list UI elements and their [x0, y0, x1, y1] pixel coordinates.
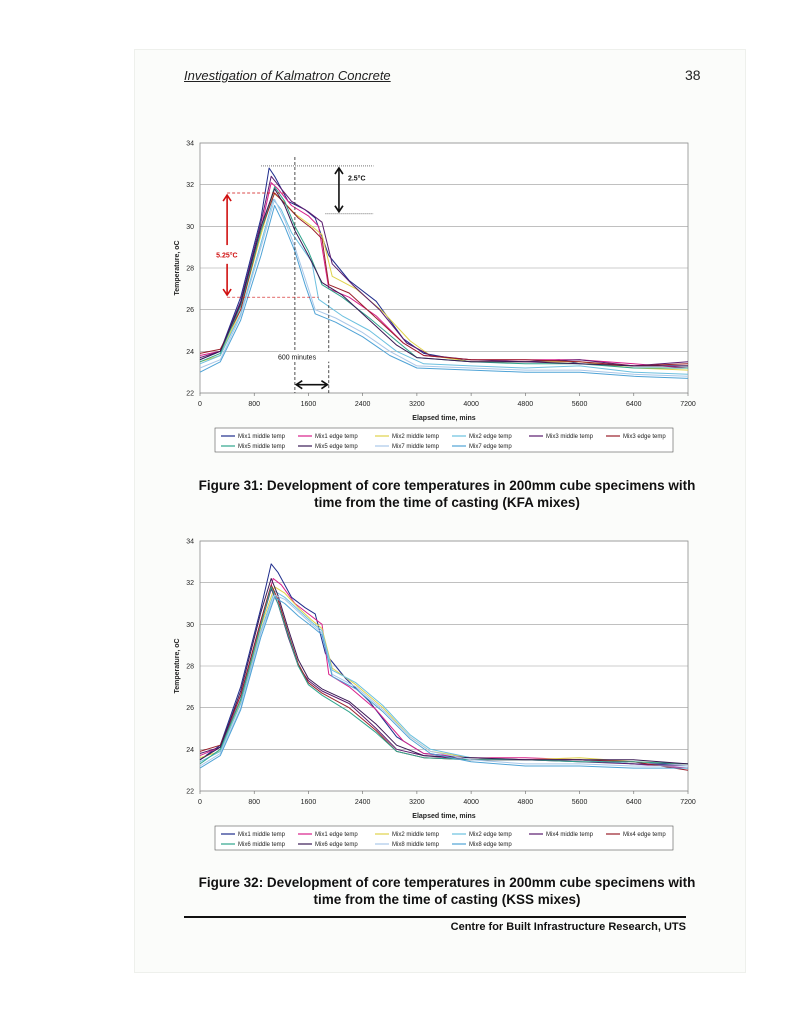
x-tick-label: 3200 — [409, 799, 425, 806]
legend-label: Mix7 edge temp — [469, 444, 512, 450]
y-tick-label: 34 — [186, 539, 194, 546]
y-tick-label: 26 — [186, 307, 194, 314]
x-tick-label: 0 — [198, 401, 202, 408]
series-line-9 — [199, 594, 688, 767]
legend-label: Mix6 middle temp — [238, 842, 286, 848]
annotation-black-arrow-head-up — [334, 166, 344, 175]
x-tick-label: 6400 — [626, 799, 642, 806]
series-line-9 — [199, 198, 689, 377]
figure-32-caption-line2: time from the time of casting (KSS mixes… — [313, 892, 581, 907]
legend-label: Mix8 middle temp — [392, 842, 440, 848]
annotation-label-600: 600 minutes — [278, 355, 317, 362]
legend-label: Mix1 edge temp — [315, 434, 358, 440]
x-tick-label: 4800 — [518, 401, 534, 408]
legend-label: Mix1 edge temp — [315, 832, 358, 838]
x-tick-label: 2400 — [355, 401, 371, 408]
legend-label: Mix2 edge temp — [469, 434, 512, 440]
x-tick-label: 1600 — [301, 401, 317, 408]
series-line-10 — [199, 596, 688, 769]
y-axis-label: Temperature, oC — [174, 240, 181, 295]
y-axis-label: Temperature, oC — [174, 638, 181, 693]
footer-rule — [184, 916, 686, 918]
legend-label: Mix8 edge temp — [469, 842, 512, 848]
annotation-label-2-5: 2.5°C — [348, 175, 366, 183]
y-tick-label: 22 — [186, 789, 194, 796]
legend-label: Mix5 edge temp — [315, 444, 358, 450]
annotation-label-bg-1 — [344, 172, 381, 184]
x-tick-label: 7200 — [680, 401, 696, 408]
legend-label: Mix5 middle temp — [238, 444, 286, 450]
series-line-7 — [199, 186, 688, 369]
annotation-red-arrow-head-down — [222, 288, 232, 297]
y-tick-label: 24 — [186, 349, 194, 356]
annotation-horiz-arrow-head-left — [294, 380, 303, 390]
annotation-black-arrow-head-down — [334, 205, 344, 214]
x-tick-label: 4000 — [463, 799, 479, 806]
y-tick-label: 34 — [186, 141, 194, 148]
page-number: 38 — [685, 67, 701, 83]
figure-32-caption: Figure 32: Development of core temperatu… — [180, 874, 714, 908]
y-tick-label: 30 — [186, 622, 194, 629]
figure-31-caption: Figure 31: Development of core temperatu… — [180, 477, 714, 511]
x-tick-label: 1600 — [301, 799, 317, 806]
y-tick-label: 32 — [186, 580, 194, 587]
series-line-10 — [199, 205, 689, 379]
legend-label: Mix2 edge temp — [469, 832, 512, 838]
legend-label: Mix3 middle temp — [546, 434, 594, 440]
x-axis-label: Elapsed time, mins — [412, 813, 476, 820]
legend-box — [214, 825, 674, 851]
x-tick-label: 4000 — [463, 401, 479, 408]
footer-text: Centre for Built Infrastructure Research… — [450, 921, 686, 933]
x-tick-label: 3200 — [409, 401, 425, 408]
annotation-label-bg-2 — [277, 351, 330, 362]
x-tick-label: 5600 — [572, 799, 588, 806]
header-title: Investigation of Kalmatron Concrete — [184, 68, 391, 83]
legend-label: Mix4 edge temp — [623, 832, 666, 838]
legend-label: Mix4 middle temp — [546, 832, 594, 838]
legend-label: Mix7 middle temp — [392, 444, 440, 450]
x-tick-label: 800 — [248, 799, 260, 806]
y-tick-label: 22 — [186, 391, 194, 398]
x-tick-label: 5600 — [572, 401, 588, 408]
y-tick-label: 28 — [186, 266, 194, 273]
y-tick-label: 32 — [186, 182, 194, 189]
x-tick-label: 2400 — [355, 799, 371, 806]
x-axis-label: Elapsed time, mins — [412, 415, 476, 422]
y-tick-label: 26 — [186, 705, 194, 712]
figure-32-caption-line1: Figure 32: Development of core temperatu… — [198, 875, 696, 890]
figure-31-chart: 22 24 26 28 30 32 34 0 800 1600 2400 3200 4000 4800 56… — [174, 141, 696, 453]
annotation-red-arrow-head-up — [222, 193, 232, 202]
figure-31-caption-line2: time from the time of casting (KFA mixes… — [314, 495, 580, 510]
figure-32-chart: 22 24 26 28 30 32 34 0 800 1600 2400 3200 4000 4800 56… — [174, 539, 696, 851]
x-tick-label: 4800 — [518, 799, 534, 806]
series-line-4 — [199, 198, 689, 375]
legend-label: Mix1 middle temp — [238, 434, 286, 440]
y-tick-label: 30 — [186, 224, 194, 231]
x-tick-label: 6400 — [626, 401, 642, 408]
legend-label: Mix6 edge temp — [315, 842, 358, 848]
annotation-horiz-arrow-head-right — [320, 380, 329, 390]
y-tick-label: 28 — [186, 664, 194, 671]
figure-31-caption-line1: Figure 31: Development of core temperatu… — [198, 478, 696, 493]
x-tick-label: 7200 — [680, 799, 696, 806]
y-tick-label: 24 — [186, 747, 194, 754]
series-line-8 — [199, 578, 689, 765]
series-line-8 — [199, 188, 688, 367]
x-tick-label: 0 — [198, 799, 202, 806]
x-tick-label: 800 — [248, 401, 260, 408]
legend-box — [214, 427, 674, 453]
annotation-label-5-25: 5.25°C — [216, 252, 237, 260]
legend-label: Mix1 middle temp — [238, 832, 286, 838]
legend-label: Mix2 middle temp — [392, 832, 440, 838]
legend-label: Mix3 edge temp — [623, 434, 666, 440]
legend-label: Mix2 middle temp — [392, 434, 440, 440]
